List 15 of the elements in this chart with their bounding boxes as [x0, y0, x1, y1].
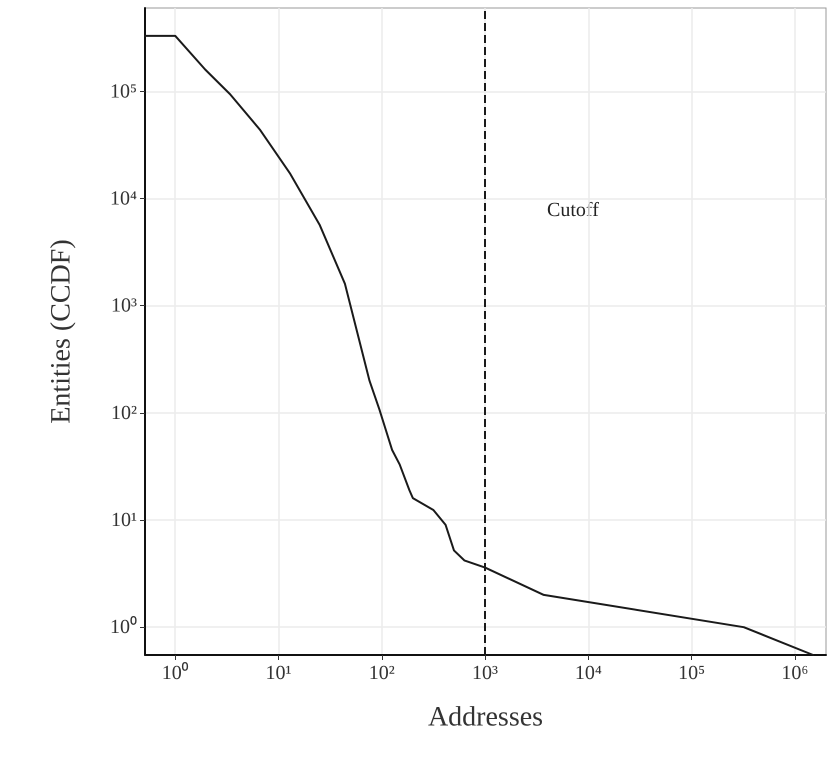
x-tick-label: 10⁶	[781, 662, 808, 684]
y-tick-label: 10⁵	[110, 80, 137, 102]
x-axis-title: Addresses	[428, 702, 544, 732]
y-tick-label: 10²	[111, 402, 137, 424]
y-tick-label: 10⁴	[110, 188, 138, 210]
x-tick-label: 10⁰	[162, 661, 189, 684]
y-tick-label: 10³	[111, 294, 137, 317]
x-tick-label: 10³	[472, 662, 498, 684]
y-tick-label: 10¹	[111, 509, 137, 532]
x-tick-label: 10⁴	[574, 662, 602, 684]
x-tick-label: 10⁵	[678, 662, 706, 684]
x-tick-label: 10¹	[265, 662, 292, 684]
y-tick-label: 10⁰	[110, 615, 137, 638]
y-axis-title: Entities (CCDF)	[46, 239, 76, 424]
x-tick-label: 10²	[368, 662, 395, 684]
